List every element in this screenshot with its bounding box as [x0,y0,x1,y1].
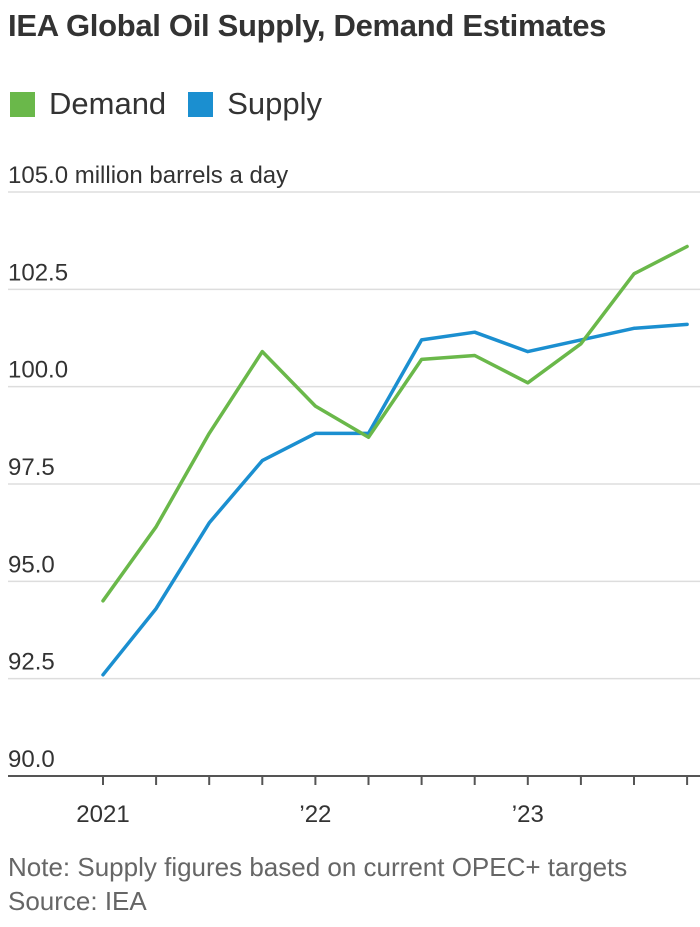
series-line-supply [101,322,689,677]
x-tick-label: ’23 [512,801,544,828]
legend-swatch-supply [188,91,214,117]
y-tick-label: 90.0 [8,746,55,773]
legend-label-demand: Demand [49,86,167,121]
y-tick-label: 102.5 [8,259,68,286]
series-line-demand [101,244,689,603]
y-tick-label: 92.5 [8,649,55,676]
chart-footnote: Note: Supply figures based on current OP… [8,850,627,918]
y-tick-label: 95.0 [8,551,55,578]
legend: Demand Supply [10,86,344,122]
chart-title: IEA Global Oil Supply, Demand Estimates [8,8,607,43]
y-tick-label: 105.0 million barrels a day [8,162,288,189]
y-tick-label: 97.5 [8,454,55,481]
legend-label-supply: Supply [227,86,322,121]
legend-swatch-demand [10,91,35,117]
x-tick-label: 2021 [76,801,129,828]
legend-item-supply: Supply [188,86,322,122]
y-tick-label: 100.0 [8,357,68,384]
x-tick-label: ’22 [299,801,331,828]
legend-item-demand: Demand [10,86,166,122]
note-text: Note: Supply figures based on current OP… [8,852,628,882]
source-text: Source: IEA [8,886,147,916]
